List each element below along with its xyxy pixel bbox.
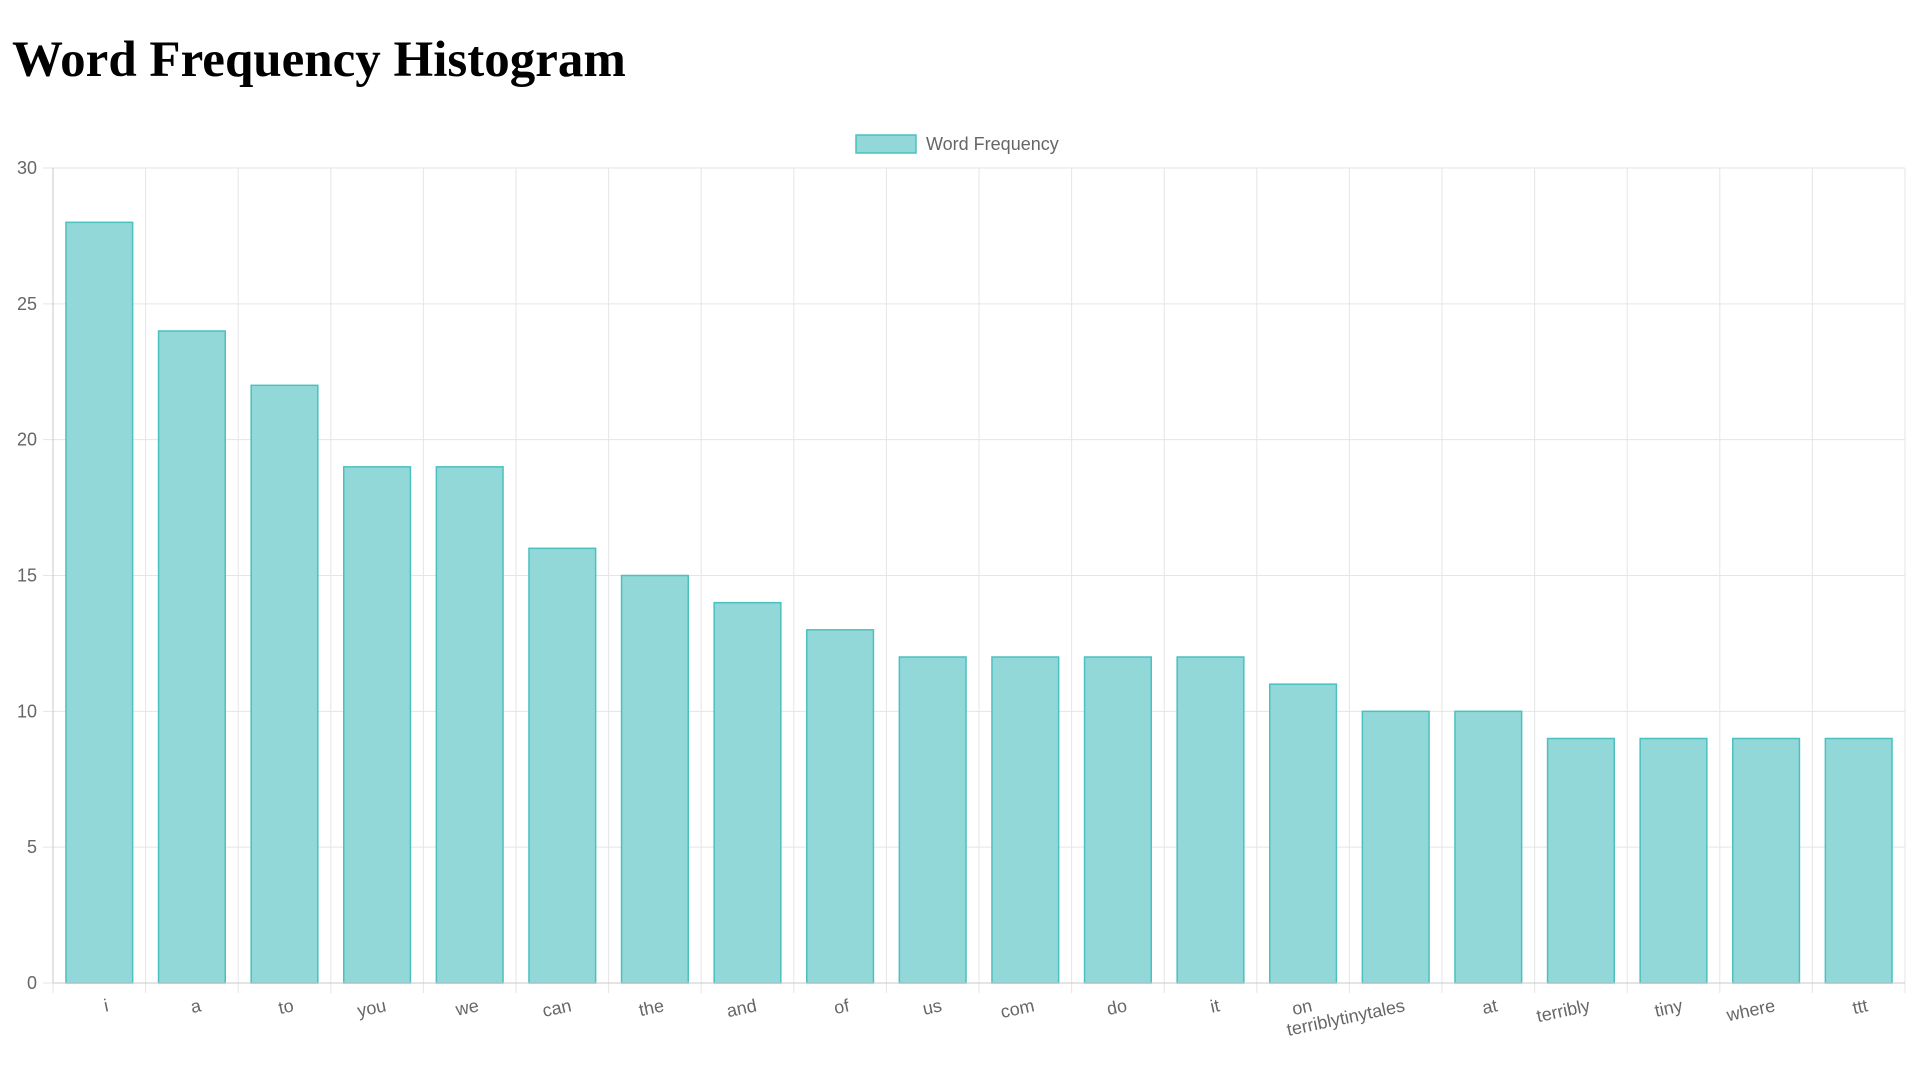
y-tick-label: 15 (17, 566, 37, 586)
legend-label[interactable]: Word Frequency (926, 134, 1059, 154)
bars (65, 221, 1893, 984)
y-tick-label: 20 (17, 430, 37, 450)
x-tick-label: can (541, 995, 574, 1021)
x-tick-label: we (453, 995, 481, 1020)
x-tick-label: the (637, 995, 666, 1020)
bar-you[interactable] (343, 466, 412, 984)
bar-where[interactable] (1732, 737, 1801, 984)
x-tick-label: it (1208, 995, 1221, 1016)
bar-of[interactable] (806, 629, 875, 984)
bar-com[interactable] (991, 656, 1060, 984)
bar-terriblytinytales[interactable] (1361, 710, 1430, 984)
bar-terribly[interactable] (1546, 737, 1615, 984)
x-tick-label: and (725, 995, 759, 1021)
x-tick-label: you (355, 995, 388, 1021)
grid-lines (43, 167, 1906, 993)
x-tick-label: of (832, 995, 852, 1018)
legend-swatch[interactable] (855, 134, 917, 154)
bar-and[interactable] (713, 601, 782, 984)
x-tick-label: to (276, 995, 295, 1018)
bar-the[interactable] (620, 574, 689, 984)
x-tick-label: us (921, 995, 944, 1019)
bar-do[interactable] (1083, 656, 1152, 984)
bar-to[interactable] (250, 384, 319, 984)
x-tick-label: a (189, 995, 204, 1017)
x-tick-label: tiny (1653, 995, 1685, 1020)
x-tick-label: where (1724, 995, 1777, 1025)
x-tick-label: i (102, 995, 110, 1015)
x-tick-label: ttt (1851, 995, 1870, 1018)
bar-we[interactable] (435, 466, 504, 984)
bar-ttt[interactable] (1824, 737, 1893, 984)
y-tick-label: 0 (27, 973, 37, 993)
x-tick-label: on (1290, 995, 1314, 1019)
bar-us[interactable] (898, 656, 967, 984)
y-tick-label: 25 (17, 294, 37, 314)
x-tick-label: at (1480, 995, 1499, 1018)
y-tick-label: 10 (17, 701, 37, 721)
bar-tiny[interactable] (1639, 737, 1708, 984)
bar-it[interactable] (1176, 656, 1245, 984)
y-tick-label: 5 (27, 837, 37, 857)
bar-at[interactable] (1454, 710, 1523, 984)
bar-i[interactable] (65, 221, 134, 984)
page-title: Word Frequency Histogram (12, 32, 626, 88)
x-tick-label: com (999, 995, 1036, 1022)
bar-a[interactable] (157, 330, 226, 984)
y-tick-label: 30 (17, 158, 37, 178)
x-tick-label: terribly (1535, 995, 1592, 1026)
bar-on[interactable] (1269, 683, 1338, 984)
legend[interactable]: Word Frequency (855, 134, 1059, 154)
bar-can[interactable] (528, 547, 597, 984)
x-tick-label: do (1105, 995, 1129, 1019)
